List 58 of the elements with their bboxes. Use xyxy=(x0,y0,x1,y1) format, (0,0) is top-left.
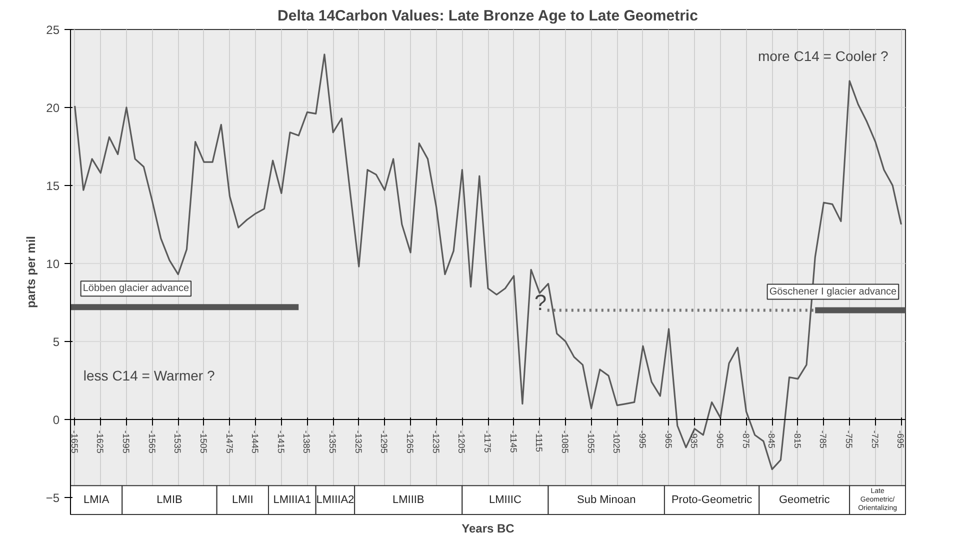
band-label: Geometric xyxy=(778,494,830,506)
x-tick-label: -1205 xyxy=(456,430,467,454)
x-tick-label: -815 xyxy=(792,430,802,448)
band-label: LMIIIA2 xyxy=(316,494,354,506)
x-tick-label: -1295 xyxy=(379,430,390,454)
x-tick-label: -785 xyxy=(818,430,828,448)
x-tick-label: -1355 xyxy=(328,430,338,454)
band-label: Sub Minoan xyxy=(577,494,636,506)
x-tick-label: -1085 xyxy=(560,430,570,454)
x-tick-label: -1475 xyxy=(224,430,234,454)
band-label: LMIIIB xyxy=(392,494,424,506)
annotation: more C14 = Cooler ? xyxy=(758,48,888,64)
band-label: LMIIIC xyxy=(489,494,522,506)
y-tick-label: 25 xyxy=(46,23,60,37)
x-tick-label: -755 xyxy=(844,430,854,448)
band-label: LMIA xyxy=(83,494,110,506)
x-tick-label: -905 xyxy=(714,430,725,448)
x-axis-title: Years BC xyxy=(462,522,515,536)
band-label: LMII xyxy=(232,494,254,506)
x-tick-label: -1175 xyxy=(482,430,492,453)
x-tick-label: -995 xyxy=(637,430,648,448)
y-tick-label: 0 xyxy=(52,412,60,427)
x-tick-label: -935 xyxy=(689,430,700,448)
x-tick-label: -1535 xyxy=(172,430,183,454)
x-tick-label: -1505 xyxy=(198,430,208,454)
series-label: Göschener I glacier advance xyxy=(769,286,898,298)
x-tick-label: -1055 xyxy=(586,430,596,454)
chart-title: Delta 14Carbon Values: Late Bronze Age to Late Geometric xyxy=(278,8,698,24)
x-tick-label: -1445 xyxy=(250,430,260,454)
x-tick-label: -1565 xyxy=(146,430,157,454)
band-label: Proto-Geometric xyxy=(671,494,753,506)
x-tick-label: -1625 xyxy=(95,430,106,454)
series-label: Löbben glacier advance xyxy=(82,283,190,294)
y-tick-label: 20 xyxy=(46,100,60,115)
x-tick-label: -1385 xyxy=(302,430,312,454)
x-tick-label: -1655 xyxy=(69,430,80,454)
x-tick-label: -875 xyxy=(740,430,751,448)
x-tick-label: -725 xyxy=(870,430,880,448)
x-tick-label: -1595 xyxy=(120,430,131,454)
x-tick-label: -1235 xyxy=(430,430,441,454)
x-tick-label: -1325 xyxy=(353,430,364,454)
y-tick-label: 10 xyxy=(46,256,60,271)
x-tick-label: -845 xyxy=(766,430,777,448)
x-tick-label: -965 xyxy=(663,430,674,448)
y-tick-label: 15 xyxy=(46,178,60,193)
x-tick-label: -1025 xyxy=(612,430,622,454)
annotation: ? xyxy=(534,290,547,315)
x-tick-label: -1415 xyxy=(276,430,286,454)
x-tick-label: -1265 xyxy=(405,430,416,454)
band-label: LMIB xyxy=(156,494,182,506)
x-tick-label: -695 xyxy=(896,430,906,448)
y-tick-label: −5 xyxy=(46,490,60,505)
x-tick-label: -1115 xyxy=(534,430,544,452)
x-tick-label: -1145 xyxy=(508,430,518,453)
y-axis-title: parts per mil xyxy=(24,236,38,308)
y-tick-label: 5 xyxy=(52,334,60,349)
annotation: less C14 = Warmer ? xyxy=(83,368,215,384)
band-label: LMIIIA1 xyxy=(273,494,312,506)
